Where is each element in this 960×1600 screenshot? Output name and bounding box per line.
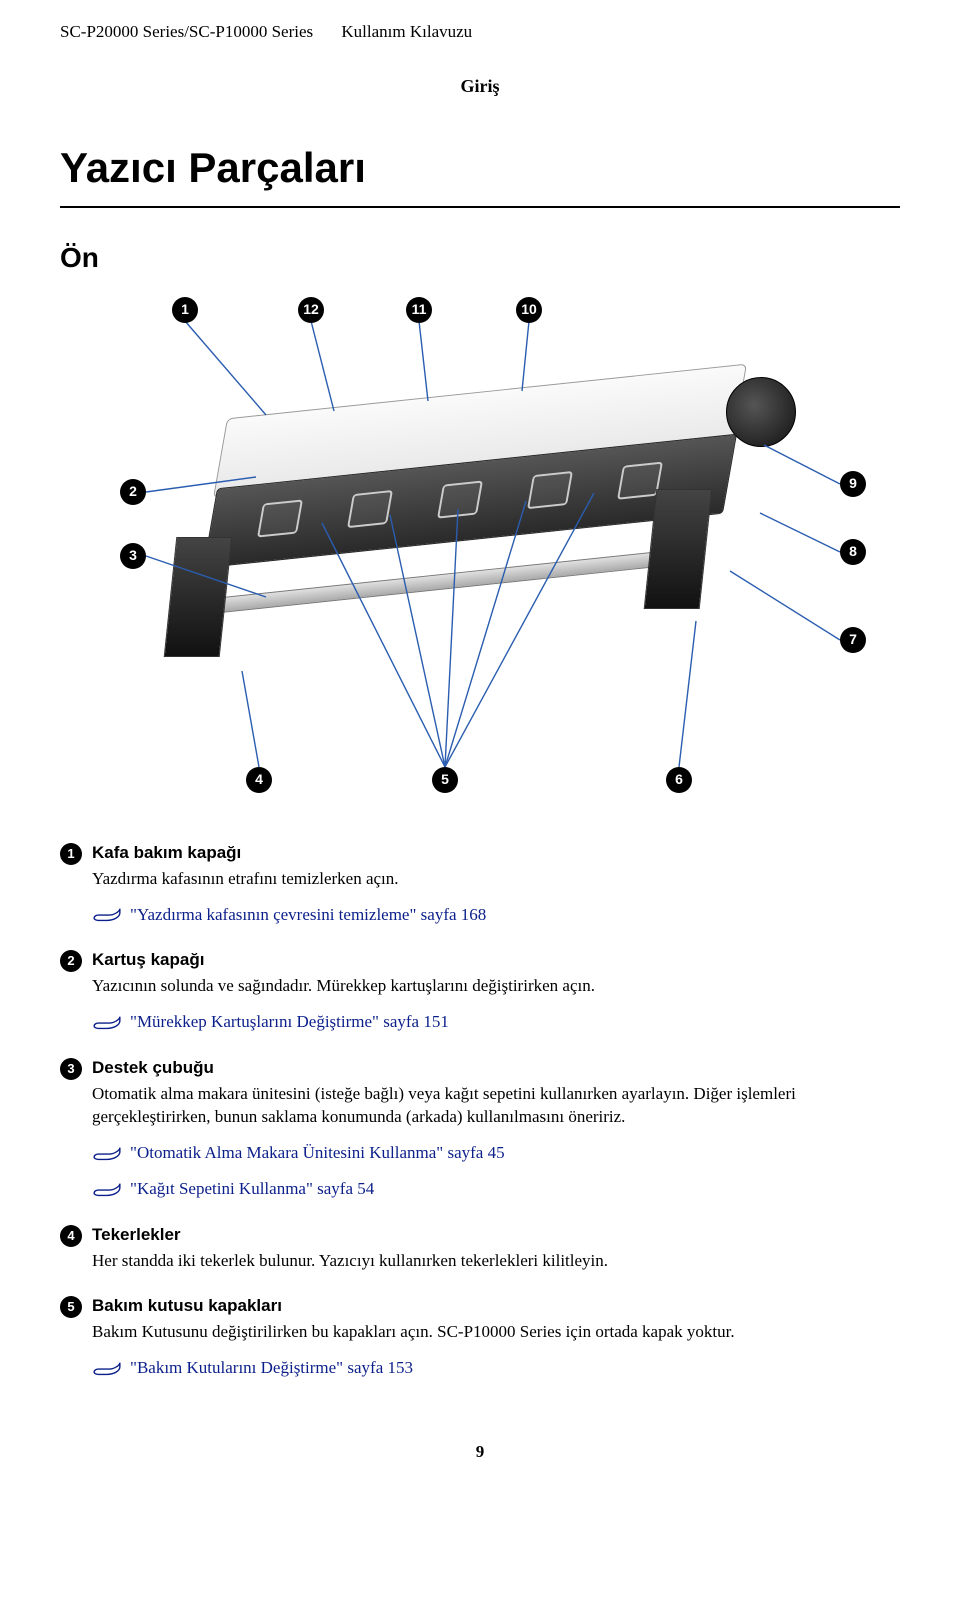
stand-leg-left <box>164 537 233 657</box>
item-description: Otomatik alma makara ünitesini (isteğe b… <box>92 1082 900 1130</box>
callout-3: 3 <box>120 543 146 569</box>
item-title: Kartuş kapağı <box>92 948 900 972</box>
item-number-badge: 3 <box>60 1058 82 1080</box>
callout-9: 9 <box>840 471 866 497</box>
callout-6: 6 <box>666 767 692 793</box>
cross-reference-link[interactable]: "Kağıt Sepetini Kullanma" sayfa 54 <box>92 1177 900 1201</box>
item-description: Her standda iki tekerlek bulunur. Yazıcı… <box>92 1249 900 1273</box>
item-title: Kafa bakım kapağı <box>92 841 900 865</box>
item-description: Yazdırma kafasının etrafını temizlerken … <box>92 867 900 891</box>
front-handle <box>527 471 573 509</box>
callout-2: 2 <box>120 479 146 505</box>
callout-12: 12 <box>298 297 324 323</box>
subheading-front: Ön <box>60 238 900 277</box>
callout-10: 10 <box>516 297 542 323</box>
item-title: Tekerlekler <box>92 1223 900 1247</box>
callout-7: 7 <box>840 627 866 653</box>
link-text: "Bakım Kutularını Değiştirme" sayfa 153 <box>130 1356 413 1380</box>
part-item-2: 2 Kartuş kapağıYazıcının solunda ve sağın… <box>60 948 900 998</box>
doc-header: SC-P20000 Series/SC-P10000 Series Kullan… <box>60 20 900 44</box>
cross-reference-link[interactable]: "Yazdırma kafasının çevresini temizleme"… <box>92 903 900 927</box>
item-body: Kafa bakım kapağıYazdırma kafasının etra… <box>92 841 900 891</box>
part-item-5: 5 Bakım kutusu kapaklarıBakım Kutusunu de… <box>60 1294 900 1344</box>
page-title: Yazıcı Parçaları <box>60 139 900 198</box>
item-number-badge: 2 <box>60 950 82 972</box>
item-description: Yazıcının solunda ve sağındadır. Mürekke… <box>92 974 900 998</box>
pointer-hand-icon <box>92 1359 122 1377</box>
item-number-badge: 5 <box>60 1296 82 1318</box>
doc-model: SC-P20000 Series/SC-P10000 Series <box>60 20 313 44</box>
cross-reference-link[interactable]: "Mürekkep Kartuşlarını Değiştirme" sayfa… <box>92 1010 900 1034</box>
item-body: Destek çubuğuOtomatik alma makara ünites… <box>92 1056 900 1129</box>
callout-5: 5 <box>432 767 458 793</box>
item-description: Bakım Kutusunu değiştirilirken bu kapakl… <box>92 1320 900 1344</box>
item-number-badge: 1 <box>60 843 82 865</box>
part-item-3: 3 Destek çubuğuOtomatik alma makara ünite… <box>60 1056 900 1129</box>
page-number: 9 <box>60 1440 900 1464</box>
pointer-hand-icon <box>92 1144 122 1162</box>
printer-diagram: 1 12 11 10 2 9 3 8 7 4 5 6 <box>60 291 900 811</box>
link-text: "Mürekkep Kartuşlarını Değiştirme" sayfa… <box>130 1010 449 1034</box>
pointer-hand-icon <box>92 1180 122 1198</box>
callout-11: 11 <box>406 297 432 323</box>
callout-8: 8 <box>840 539 866 565</box>
callout-4: 4 <box>246 767 272 793</box>
pointer-hand-icon <box>92 1013 122 1031</box>
item-title: Destek çubuğu <box>92 1056 900 1080</box>
item-number-badge: 4 <box>60 1225 82 1247</box>
link-text: "Yazdırma kafasının çevresini temizleme"… <box>130 903 486 927</box>
doc-title: Kullanım Kılavuzu <box>341 20 472 44</box>
part-item-4: 4 TekerleklerHer standda iki tekerlek bul… <box>60 1223 900 1273</box>
parts-list: 1 Kafa bakım kapağıYazdırma kafasının etr… <box>60 841 900 1380</box>
callout-1: 1 <box>172 297 198 323</box>
item-title: Bakım kutusu kapakları <box>92 1294 900 1318</box>
part-item-1: 1 Kafa bakım kapağıYazdırma kafasının etr… <box>60 841 900 891</box>
front-handle <box>347 490 393 528</box>
item-body: Kartuş kapağıYazıcının solunda ve sağınd… <box>92 948 900 998</box>
cross-reference-link[interactable]: "Otomatik Alma Makara Ünitesini Kullanma… <box>92 1141 900 1165</box>
item-body: Bakım kutusu kapaklarıBakım Kutusunu değ… <box>92 1294 900 1344</box>
link-text: "Otomatik Alma Makara Ünitesini Kullanma… <box>130 1141 505 1165</box>
section-label: Giriş <box>60 74 900 99</box>
pointer-hand-icon <box>92 905 122 923</box>
cross-reference-link[interactable]: "Bakım Kutularını Değiştirme" sayfa 153 <box>92 1356 900 1380</box>
front-handle <box>257 499 303 537</box>
link-text: "Kağıt Sepetini Kullanma" sayfa 54 <box>130 1177 374 1201</box>
item-body: TekerleklerHer standda iki tekerlek bulu… <box>92 1223 900 1273</box>
title-underline <box>60 206 900 208</box>
front-handle <box>437 480 483 518</box>
